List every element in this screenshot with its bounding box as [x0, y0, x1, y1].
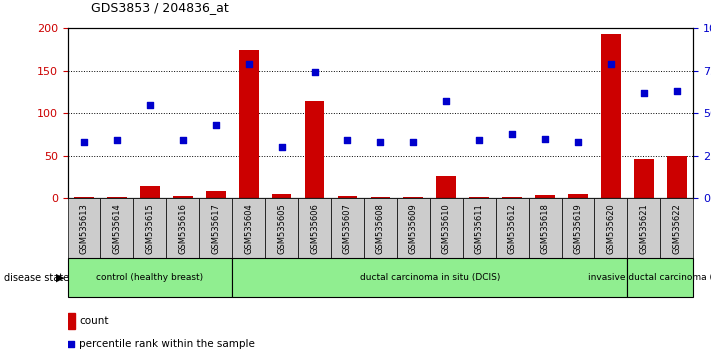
Bar [634, 159, 653, 198]
Bar [232, 198, 265, 258]
Point [65, 341, 77, 347]
Text: GDS3853 / 204836_at: GDS3853 / 204836_at [91, 1, 229, 14]
Text: GSM535621: GSM535621 [639, 203, 648, 254]
Bar [535, 195, 555, 198]
Point [540, 136, 551, 142]
Text: GSM535618: GSM535618 [540, 203, 550, 254]
Bar [140, 186, 160, 198]
Text: GSM535619: GSM535619 [574, 203, 582, 254]
Bar [338, 196, 358, 198]
Bar [173, 196, 193, 198]
Point [506, 131, 518, 137]
Bar [74, 196, 94, 198]
Text: GSM535614: GSM535614 [112, 203, 122, 254]
Bar [601, 34, 621, 198]
Text: ▶: ▶ [55, 273, 64, 283]
Bar [298, 198, 331, 258]
Bar [272, 194, 292, 198]
Point [210, 122, 221, 128]
Point [605, 61, 616, 67]
Text: GSM535620: GSM535620 [606, 203, 616, 254]
Bar [68, 313, 75, 329]
Point [144, 102, 156, 108]
Bar [463, 198, 496, 258]
Text: disease state: disease state [4, 273, 69, 283]
Bar [100, 198, 134, 258]
Text: GSM535605: GSM535605 [277, 203, 286, 254]
Text: GSM535610: GSM535610 [442, 203, 451, 254]
Bar [364, 198, 397, 258]
Point [78, 139, 90, 145]
Bar [68, 258, 232, 297]
Bar [68, 198, 100, 258]
Bar [239, 50, 259, 198]
Bar [107, 196, 127, 198]
Text: GSM535607: GSM535607 [343, 203, 352, 254]
Bar [627, 198, 661, 258]
Text: GSM535606: GSM535606 [310, 203, 319, 254]
Bar [206, 192, 225, 198]
Bar [166, 198, 199, 258]
Bar [403, 196, 423, 198]
Text: GSM535604: GSM535604 [244, 203, 253, 254]
Text: ductal carcinoma in situ (DCIS): ductal carcinoma in situ (DCIS) [360, 273, 500, 282]
Bar [265, 198, 298, 258]
Point [638, 90, 650, 96]
Point [375, 139, 386, 145]
Text: control (healthy breast): control (healthy breast) [96, 273, 203, 282]
Text: GSM535612: GSM535612 [508, 203, 517, 254]
Point [474, 138, 485, 143]
Text: GSM535616: GSM535616 [178, 203, 187, 254]
Point [671, 88, 683, 94]
Bar [469, 196, 489, 198]
Point [276, 144, 287, 150]
Bar [661, 198, 693, 258]
Bar [568, 194, 588, 198]
Text: count: count [79, 316, 108, 326]
Point [572, 139, 584, 145]
Bar [437, 176, 456, 198]
Point [177, 138, 188, 143]
Bar [199, 198, 232, 258]
Bar [134, 198, 166, 258]
Text: GSM535613: GSM535613 [80, 203, 88, 254]
Text: GSM535615: GSM535615 [145, 203, 154, 254]
Text: percentile rank within the sample: percentile rank within the sample [79, 339, 255, 349]
Point [111, 138, 122, 143]
Bar [331, 198, 364, 258]
Text: GSM535622: GSM535622 [673, 203, 681, 254]
Point [342, 138, 353, 143]
Bar [232, 258, 627, 297]
Point [441, 98, 452, 104]
Text: GSM535609: GSM535609 [409, 203, 418, 254]
Bar [594, 198, 627, 258]
Bar [397, 198, 429, 258]
Point [243, 61, 255, 67]
Text: invasive ductal carcinoma (IDC): invasive ductal carcinoma (IDC) [588, 273, 711, 282]
Text: GSM535611: GSM535611 [475, 203, 483, 254]
Bar [627, 258, 693, 297]
Bar [667, 156, 687, 198]
Bar [562, 198, 594, 258]
Bar [528, 198, 562, 258]
Point [407, 139, 419, 145]
Text: GSM535617: GSM535617 [211, 203, 220, 254]
Point [309, 70, 320, 75]
Bar [304, 101, 324, 198]
Bar [496, 198, 528, 258]
Text: GSM535608: GSM535608 [376, 203, 385, 254]
Bar [429, 198, 463, 258]
Bar [502, 196, 522, 198]
Bar [370, 196, 390, 198]
